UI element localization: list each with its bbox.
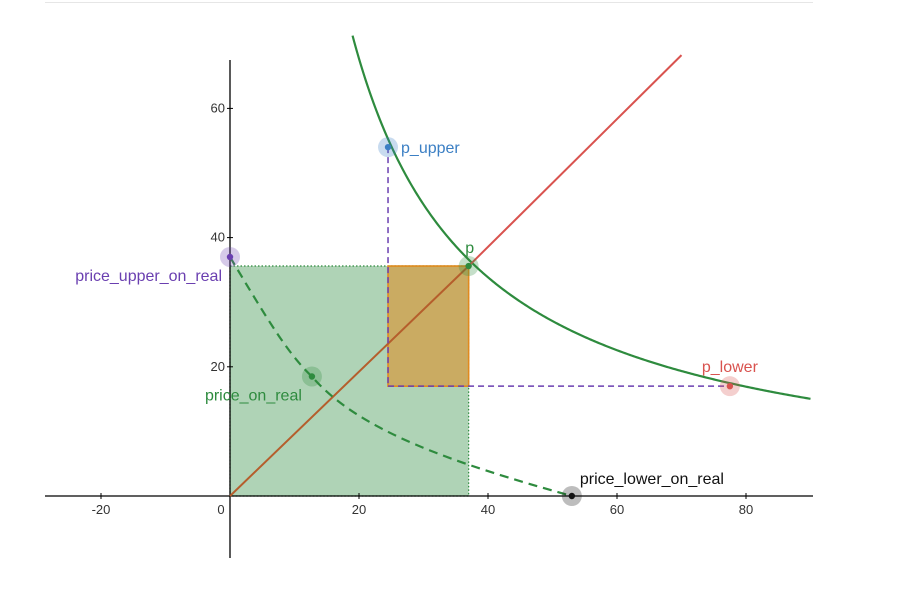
point-price-upper-on-real[interactable]: price_upper_on_real <box>75 246 240 285</box>
point-p[interactable]: p <box>458 240 479 277</box>
guide-lines <box>387 147 730 387</box>
coordinate-axes: -20 0 20 40 60 80 20 40 60 <box>45 60 813 558</box>
point-dot[interactable] <box>568 492 576 500</box>
point-dot[interactable] <box>226 253 234 261</box>
diagonal-line-outer <box>467 54 683 267</box>
point-price-on-real[interactable]: price_on_real <box>205 366 322 404</box>
point-dot[interactable] <box>308 373 316 380</box>
orange-region <box>387 265 470 387</box>
point-p-lower[interactable]: p_lower <box>702 359 759 397</box>
x-tick-label: -20 <box>92 502 111 517</box>
hyperbola-curve <box>351 35 811 400</box>
y-tick-label: 20 <box>211 359 225 374</box>
point-price-lower-on-real[interactable]: price_lower_on_real <box>561 471 724 506</box>
diagonal-line-inner <box>229 265 470 497</box>
point-label: p_lower <box>702 359 759 376</box>
point-dot[interactable] <box>726 382 734 390</box>
curves <box>229 35 811 498</box>
x-tick-label: 0 <box>217 502 224 517</box>
y-tick-label: 60 <box>211 100 225 115</box>
x-tick-label: 20 <box>352 502 366 517</box>
y-tick-label: 40 <box>211 230 225 245</box>
point-dot[interactable] <box>384 143 392 151</box>
top-divider <box>45 2 813 3</box>
point-p-upper[interactable]: p_upper <box>378 137 460 158</box>
point-dot[interactable] <box>465 262 472 270</box>
point-label: price_lower_on_real <box>580 471 724 488</box>
x-tick-label: 80 <box>739 502 753 517</box>
point-label: price_upper_on_real <box>75 268 222 285</box>
x-tick-label: 40 <box>481 502 495 517</box>
x-tick-label: 60 <box>610 502 624 517</box>
point-label: p_upper <box>401 140 460 157</box>
point-label: price_on_real <box>205 387 302 404</box>
point-label: p <box>465 240 474 257</box>
